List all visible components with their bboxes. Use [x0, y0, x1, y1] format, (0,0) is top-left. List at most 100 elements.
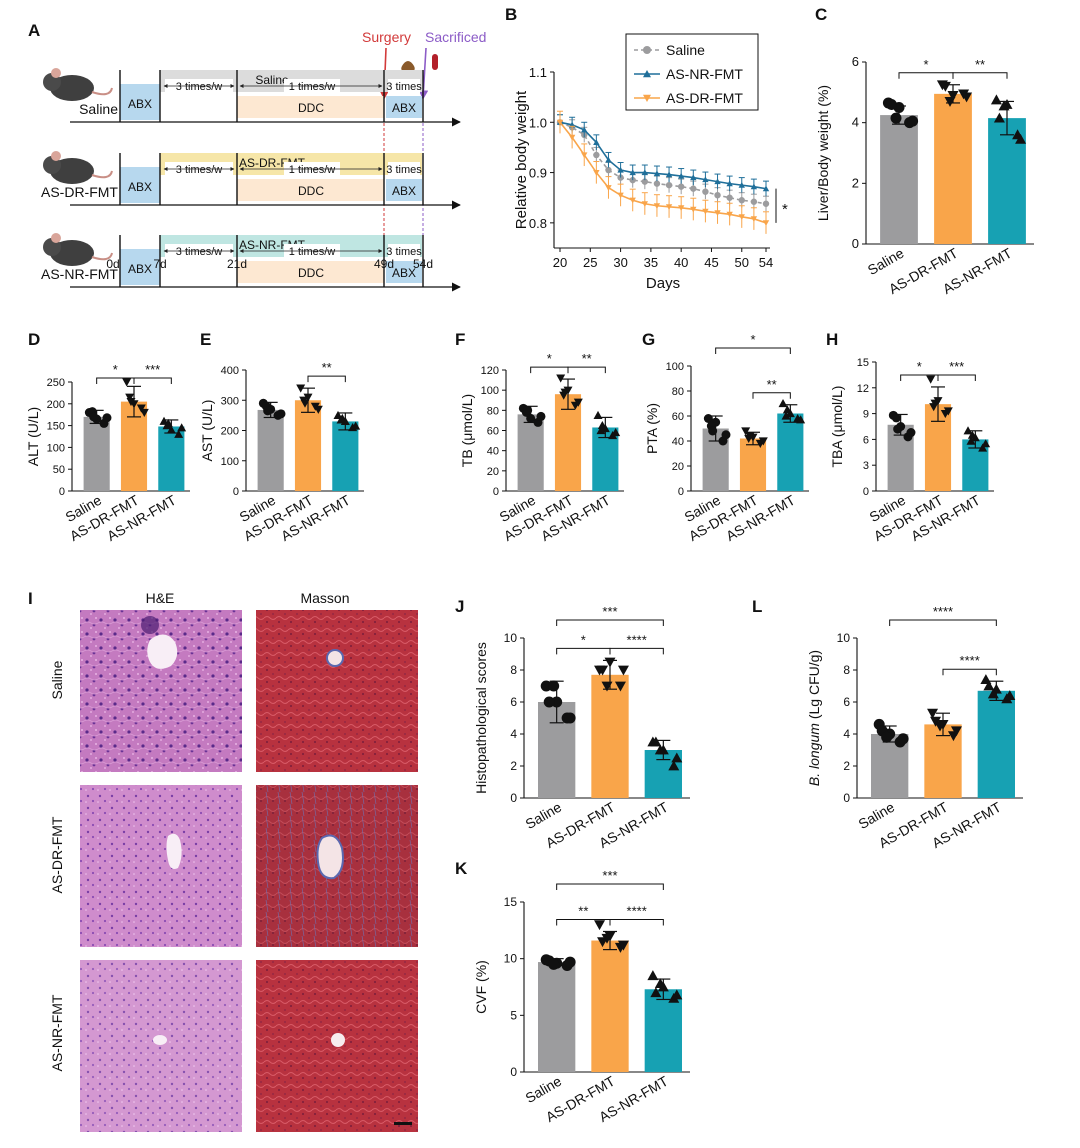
freq-label: 1 times/w — [289, 81, 336, 93]
data-point — [125, 393, 135, 402]
y-tick-label: 50 — [53, 464, 65, 476]
data-point — [654, 978, 666, 988]
freq-label: 1 times/w — [289, 246, 336, 258]
legend-label: Saline — [666, 42, 705, 58]
data-point — [690, 185, 697, 192]
y-tick-label: 200 — [47, 399, 65, 411]
data-point — [671, 989, 683, 1000]
freq-box — [388, 79, 420, 93]
x-tick-label: 50 — [735, 255, 749, 270]
data-point — [136, 404, 146, 413]
y-tick-label: 8 — [510, 663, 517, 677]
panel-i: I H&E Masson Saline AS-DR-FMT AS-NR-FMT — [28, 589, 418, 1132]
data-point — [702, 176, 709, 183]
y-tick-label: 60 — [672, 411, 684, 423]
bar-as-nr-fmt — [777, 413, 804, 491]
significance-bracket — [556, 619, 664, 626]
day-54: 54d — [413, 257, 433, 271]
data-point — [944, 97, 956, 107]
y-tick-label: 8 — [843, 663, 850, 677]
significance-label: * — [923, 57, 928, 72]
significance-label: *** — [602, 604, 617, 619]
data-point — [593, 170, 600, 176]
surgery-label: Surgery — [362, 29, 411, 45]
significance-label: * — [782, 201, 788, 218]
y-tick-label: 12 — [857, 383, 869, 395]
data-point — [782, 405, 792, 414]
data-point — [641, 178, 649, 185]
data-point — [677, 183, 685, 190]
panel-letter: K — [455, 859, 468, 878]
masson-drfmt-vessel — [316, 834, 344, 880]
legend-label: AS-DR-FMT — [666, 90, 743, 106]
data-point — [726, 180, 733, 187]
data-point — [564, 956, 576, 968]
abx-label: ABX — [128, 97, 152, 111]
y-tick-label: 150 — [47, 421, 65, 433]
he-nrfmt-image — [80, 960, 242, 1132]
abx-box-post — [386, 179, 422, 201]
data-point — [738, 181, 745, 188]
data-point — [163, 418, 173, 428]
blood-tube-icon — [432, 54, 438, 70]
data-point — [573, 398, 583, 407]
data-point — [690, 206, 697, 213]
day-7: 7d — [153, 257, 166, 271]
bar-as-dr-fmt — [934, 93, 972, 244]
significance-bracket — [530, 366, 569, 374]
data-point — [893, 424, 903, 434]
significance-label: ** — [578, 903, 588, 918]
y-tick-label: 80 — [487, 405, 499, 417]
data-point — [643, 46, 651, 54]
data-point — [654, 744, 666, 755]
bar-as-dr-fmt — [591, 940, 629, 1072]
data-point — [568, 134, 576, 141]
panel-b-line-chart: B 0.8 0.9 1.0 1.1 20 25 30 35 40 45 50 54 Days Relativ… — [505, 5, 788, 292]
y-tick-label: 0 — [863, 486, 869, 498]
x-tick-label: 54 — [759, 255, 773, 270]
bar-as-dr-fmt — [739, 438, 767, 491]
data-point — [750, 216, 758, 223]
x-tick-label: Saline — [522, 799, 564, 832]
x-tick-label: Saline — [855, 799, 897, 832]
data-point — [781, 411, 791, 420]
x-tick-label: 40 — [674, 255, 688, 270]
data-point — [601, 933, 613, 944]
abx-label: ABX — [128, 262, 152, 276]
data-point — [741, 427, 751, 436]
data-point — [990, 94, 1002, 105]
data-point — [617, 166, 624, 173]
y-axis-label: Liver/Body weight (%) — [815, 85, 831, 221]
data-point — [122, 378, 132, 387]
y-axis-label: AST (U/L) — [199, 400, 215, 462]
bar-as-dr-fmt — [554, 394, 582, 491]
data-point — [890, 112, 902, 124]
data-point — [714, 192, 721, 199]
data-point — [778, 399, 788, 408]
panel-letter: D — [28, 330, 40, 349]
y-tick-label: 1.0 — [529, 115, 547, 130]
y-tick-label: 250 — [47, 377, 65, 389]
significance-bracket — [556, 647, 611, 655]
data-point — [987, 688, 999, 699]
data-point — [303, 393, 313, 402]
significance-bracket — [889, 619, 997, 626]
data-point — [961, 92, 973, 103]
he-saline-cluster — [141, 616, 159, 634]
abx-box-post — [386, 96, 422, 118]
data-point — [978, 443, 988, 452]
y-tick-label: 20 — [672, 461, 684, 473]
data-point — [762, 185, 770, 192]
significance-bracket — [898, 72, 954, 79]
data-point — [548, 958, 560, 970]
data-point — [930, 399, 940, 408]
y-axis-label: TB (μmol/L) — [459, 394, 475, 467]
y-tick-label: 20 — [487, 466, 499, 478]
data-point — [313, 405, 323, 414]
row-label: Saline — [79, 101, 118, 117]
he-drfmt-vessel — [166, 833, 182, 869]
data-point — [643, 94, 651, 102]
legend: Saline AS-NR-FMT AS-DR-FMT — [625, 33, 759, 111]
